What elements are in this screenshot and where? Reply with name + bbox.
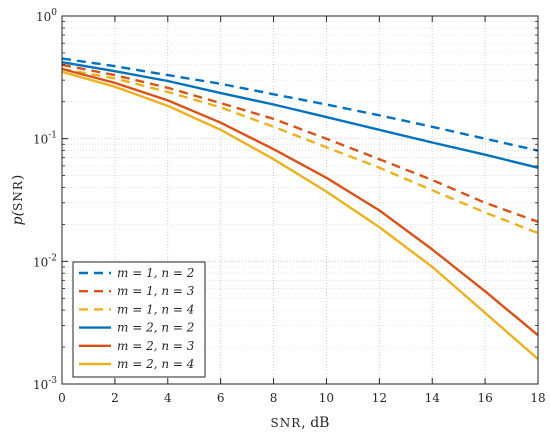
grid-minor-lines <box>62 21 538 348</box>
series-line-1 <box>61 57 539 152</box>
y-tick-base: 10 <box>33 378 48 392</box>
y-tick-label: 10-1 <box>33 131 57 147</box>
y-axis-label-var: SNR <box>11 180 25 211</box>
y-tick-base: 10 <box>33 255 48 269</box>
y-tick-exponent: -3 <box>48 376 57 386</box>
legend-label-1: m = 1, n = 2 <box>117 266 194 280</box>
legend-label-2: m = 1, n = 3 <box>117 284 195 298</box>
y-tick-exponent: 0 <box>51 8 57 18</box>
series-line-6 <box>61 70 539 360</box>
legend-label-3: m = 1, n = 4 <box>117 302 194 316</box>
y-tick-label: 10-3 <box>33 376 57 392</box>
legend-label-4: m = 2, n = 2 <box>117 321 194 335</box>
y-tick-label: 10-2 <box>33 253 57 269</box>
y-tick-exponent: -2 <box>48 253 57 263</box>
x-tick-label: 2 <box>111 391 119 405</box>
axis-ticks <box>61 15 539 385</box>
x-tick-label: 14 <box>425 391 441 405</box>
x-axis-label-unit: , dB <box>301 415 329 431</box>
series-line-3 <box>61 67 539 235</box>
series-line-5 <box>61 67 539 337</box>
plot-frame <box>61 15 539 385</box>
y-tick-base: 10 <box>33 133 48 147</box>
x-tick-label: 6 <box>217 391 225 405</box>
x-tick-label: 12 <box>372 391 387 405</box>
legend: m = 1, n = 2 m = 1, n = 3 m = 1, n = 4 m = … <box>72 261 206 378</box>
x-tick-labels: 0 2 4 6 8 10 12 14 16 18 <box>58 391 545 405</box>
legend-label-6: m = 2, n = 4 <box>117 357 194 371</box>
x-axis-label-var: SNR <box>271 416 302 430</box>
series-line-4 <box>61 61 539 169</box>
y-axis-label-prefix: p( <box>10 210 26 225</box>
series-line-2 <box>61 63 539 223</box>
x-tick-label: 16 <box>477 391 492 405</box>
x-axis-label: SNR, dB <box>271 415 330 431</box>
x-tick-label: 8 <box>270 391 278 405</box>
y-axis-label-suffix: ) <box>10 175 26 180</box>
y-tick-label: 100 <box>36 8 57 24</box>
legend-label-5: m = 2, n = 3 <box>117 339 195 353</box>
x-tick-label: 4 <box>164 391 172 405</box>
series-lines <box>61 57 539 360</box>
legend-box <box>72 261 206 378</box>
y-tick-base: 10 <box>36 10 51 24</box>
x-tick-label: 18 <box>530 391 545 405</box>
x-tick-label: 10 <box>319 391 334 405</box>
y-tick-exponent: -1 <box>48 131 57 141</box>
y-axis-label: p(SNR) <box>10 175 26 226</box>
x-tick-label: 0 <box>58 391 66 405</box>
